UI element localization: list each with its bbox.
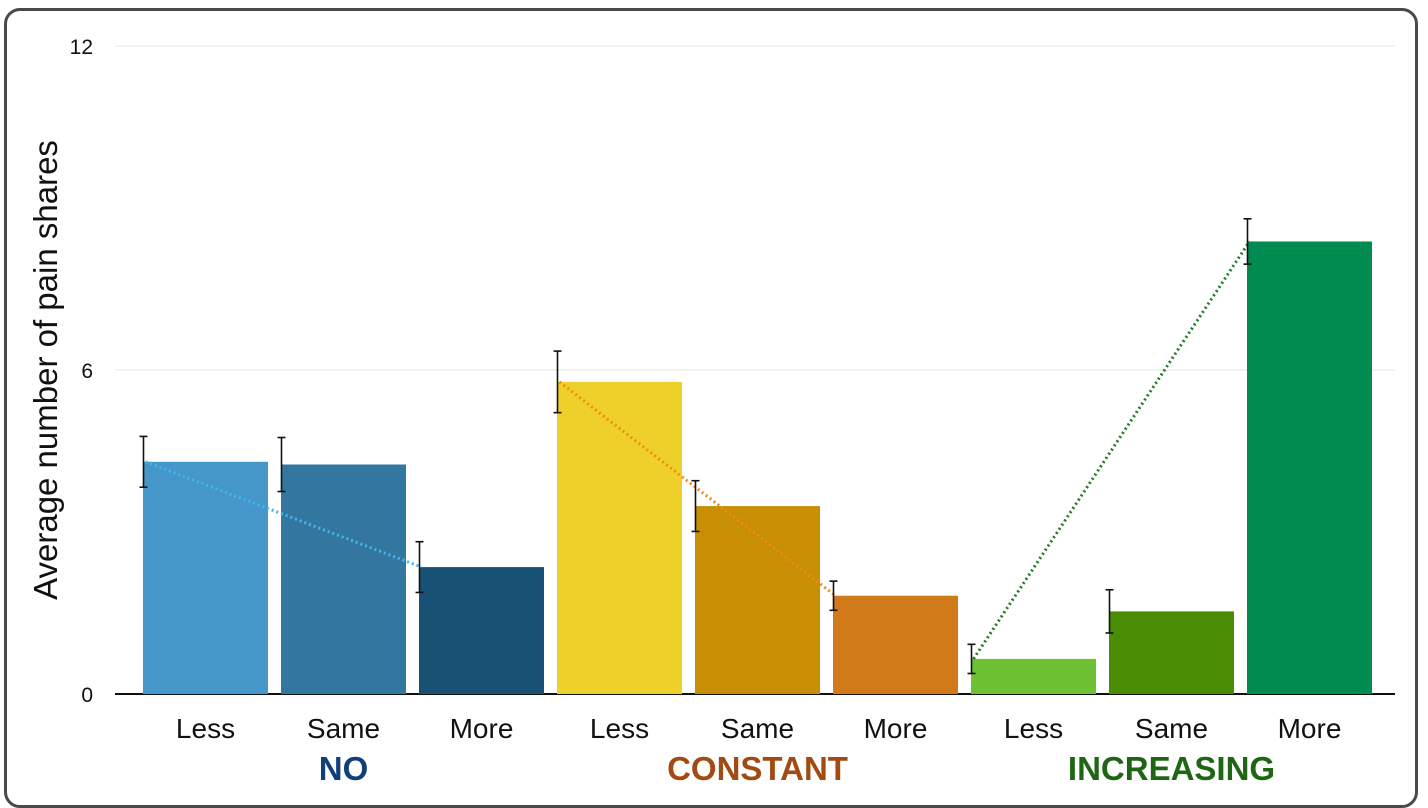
trend-line — [972, 240, 1251, 660]
y-tick-label: 12 — [70, 36, 93, 59]
x-tick-label: More — [864, 713, 928, 744]
x-tick-label: Same — [721, 713, 794, 744]
labels: 0 6 12 Less Same More NO Less Same More CONSTANT Le… — [70, 36, 1342, 787]
bars — [143, 241, 1372, 695]
bar — [695, 506, 820, 694]
x-tick-label: More — [1278, 713, 1342, 744]
bar — [833, 595, 958, 694]
group-label: INCREASING — [1068, 750, 1275, 787]
x-tick-label: Less — [176, 713, 235, 744]
y-tick-label: 6 — [81, 360, 93, 383]
group-label: CONSTANT — [667, 750, 848, 787]
bar — [281, 464, 406, 694]
y-tick-label: 0 — [81, 684, 93, 707]
error-bars — [139, 218, 1252, 675]
bar — [419, 567, 544, 694]
trend-line — [558, 380, 837, 597]
x-tick-label: Less — [590, 713, 649, 744]
bar — [557, 381, 682, 694]
bar — [143, 461, 268, 694]
x-tick-label: Same — [307, 713, 380, 744]
group-label: NO — [319, 750, 369, 787]
y-axis-label: Average number of pain shares — [27, 140, 64, 600]
trend-line — [144, 460, 423, 569]
x-tick-label: More — [450, 713, 514, 744]
trend-lines — [144, 240, 1251, 660]
x-tick-label: Same — [1135, 713, 1208, 744]
bar — [1109, 611, 1234, 694]
bar — [1247, 241, 1372, 695]
x-tick-label: Less — [1004, 713, 1063, 744]
bar — [971, 658, 1096, 694]
